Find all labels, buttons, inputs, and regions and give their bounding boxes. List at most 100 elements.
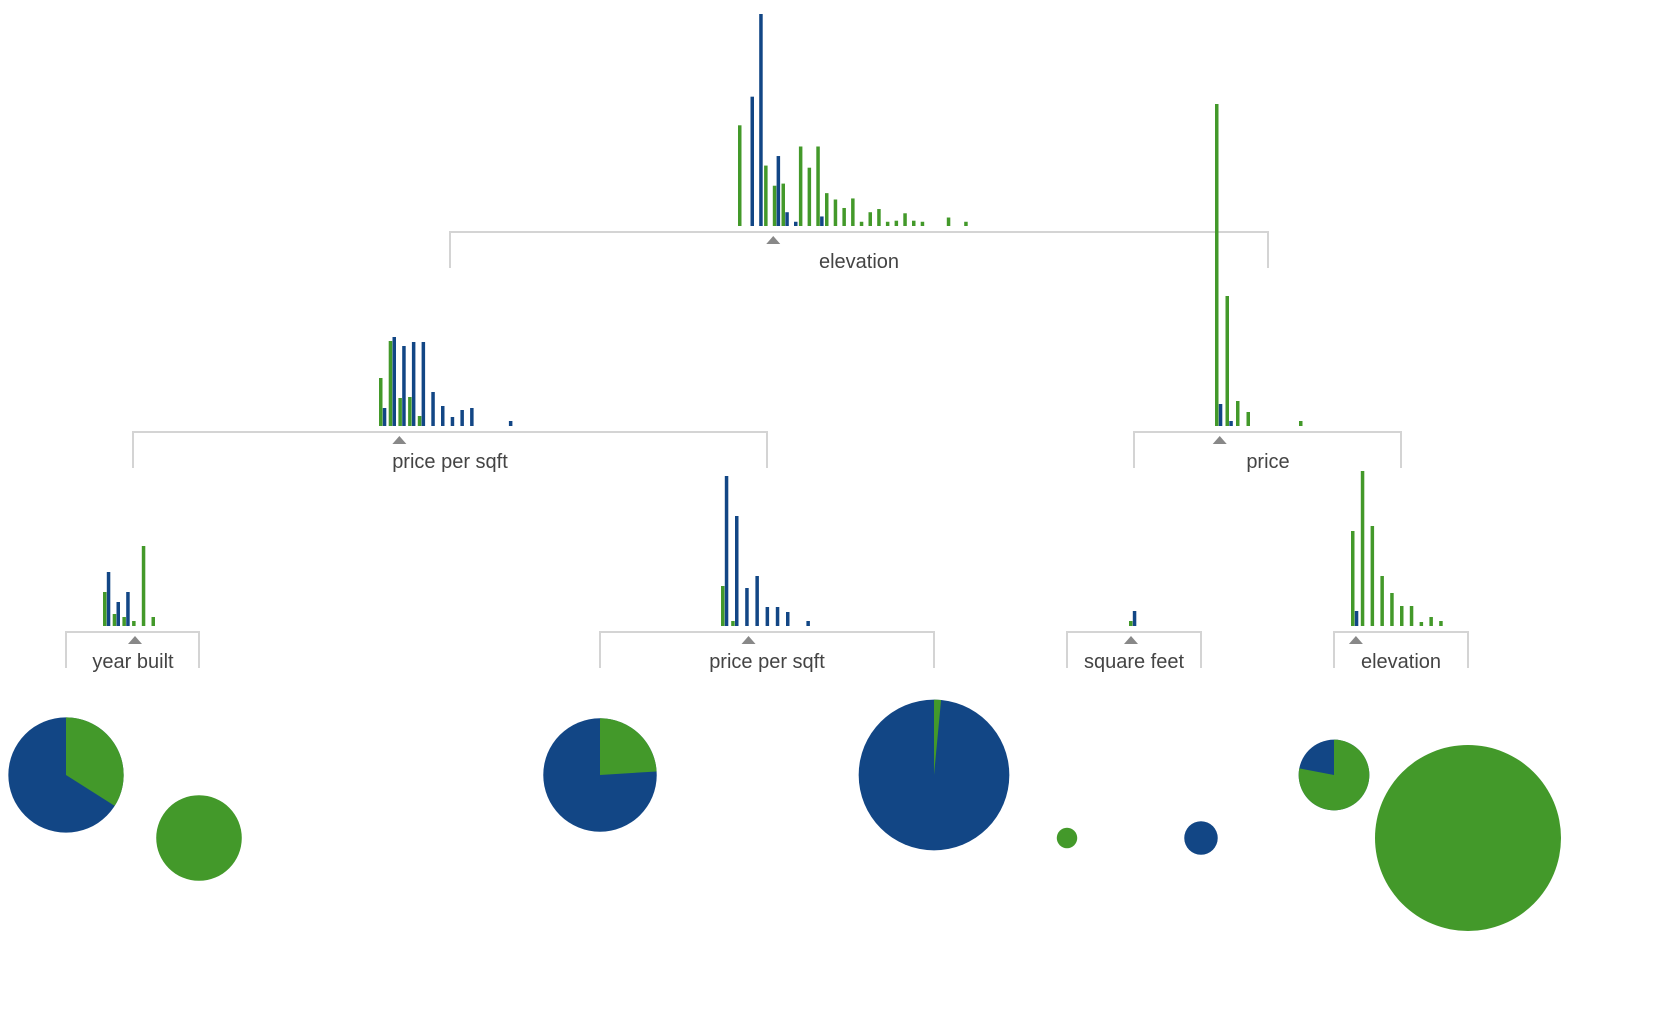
leaf-pie-7[interactable] — [1298, 739, 1370, 811]
hist-bar-root-16-a — [877, 209, 881, 226]
hist-bar-root-4-b — [776, 156, 781, 226]
hist-bar-lr-8-b — [806, 621, 810, 626]
split-marker-left-right — [741, 636, 756, 644]
hist-bar-left-3-a — [408, 397, 412, 426]
hist-bar-root-20-a — [912, 220, 916, 226]
hist-bar-rr-8-a — [1429, 617, 1433, 626]
hist-bar-left-2-b — [402, 346, 406, 426]
pie-slice-3-a — [600, 718, 657, 775]
histogram-left-right — [721, 476, 810, 626]
node-label-right-left: square feet — [1084, 651, 1185, 673]
hist-bar-rr-7-a — [1419, 622, 1424, 626]
hist-bar-root-9-a — [816, 146, 820, 226]
tree-node-left[interactable]: price per sqft — [132, 337, 768, 473]
tree-node-left-left[interactable]: year built — [65, 546, 200, 673]
leaf-pie-4[interactable] — [858, 699, 1010, 851]
histogram-root — [738, 14, 968, 227]
hist-bar-root-21-a — [920, 221, 925, 226]
tree-node-left-right[interactable]: price per sqft — [599, 476, 935, 673]
hist-bar-lr-3-b — [755, 576, 759, 626]
hist-bar-lr-1-a — [731, 621, 735, 626]
leaf-pie-2[interactable] — [156, 795, 242, 881]
leaf-pie-3[interactable] — [543, 718, 657, 832]
hist-bar-left-3-b — [411, 342, 416, 426]
hist-bar-left-4-a — [417, 416, 422, 426]
node-label-left: price per sqft — [392, 451, 508, 473]
hist-bar-left-7-b — [450, 417, 455, 426]
hist-bar-root-1-b — [750, 96, 754, 227]
hist-bar-rr-5-a — [1400, 606, 1404, 626]
hist-bar-lr-6-b — [786, 612, 790, 626]
histogram-left — [379, 337, 513, 426]
hist-bar-left-1-a — [388, 341, 393, 426]
hist-bar-right-1-b — [1229, 421, 1233, 426]
tree-node-root[interactable]: elevation — [449, 14, 1269, 273]
hist-bar-ll-0-a — [103, 592, 107, 626]
hist-bar-root-12-a — [842, 207, 846, 226]
hist-bar-root-2-b — [759, 14, 763, 226]
pie-slice-1-a — [66, 717, 124, 806]
hist-bar-ll-1-b — [116, 602, 120, 626]
hist-bar-right-0-b — [1218, 404, 1223, 426]
branch-bracket-right-right — [1333, 631, 1469, 668]
tree-node-right[interactable]: price — [1133, 104, 1402, 473]
hist-bar-rr-6-a — [1409, 606, 1414, 626]
pie-slice-5-a — [1056, 827, 1078, 849]
node-label-right-right: elevation — [1361, 651, 1441, 673]
tree-node-right-right[interactable]: elevation — [1333, 471, 1469, 673]
branch-bracket-left — [132, 431, 768, 468]
hist-bar-root-9-b — [820, 216, 824, 226]
pie-slice-6-b — [1184, 821, 1218, 855]
hist-bar-left-13-b — [508, 421, 513, 426]
hist-bar-left-1-b — [392, 337, 396, 426]
leaf-pie-5[interactable] — [1056, 827, 1078, 849]
pie-slice-2-a — [156, 795, 242, 881]
branch-bracket-right-left — [1066, 631, 1202, 668]
branch-bracket-left-right — [599, 631, 935, 668]
hist-bar-rl-0-a — [1129, 621, 1133, 626]
branch-bracket-right — [1133, 431, 1402, 468]
split-marker-left-left — [128, 636, 143, 644]
hist-bar-left-4-b — [421, 342, 426, 426]
split-marker-right — [1212, 436, 1227, 444]
hist-bar-lr-0-a — [721, 586, 725, 626]
leaf-pie-6[interactable] — [1184, 821, 1218, 855]
hist-bar-left-6-b — [441, 406, 445, 426]
hist-bar-root-10-a — [825, 193, 829, 226]
hist-bar-root-24-a — [946, 217, 951, 226]
histogram-right — [1215, 104, 1303, 426]
hist-bar-rr-4-a — [1390, 593, 1394, 626]
hist-bar-left-0-b — [382, 408, 387, 426]
hist-bar-root-0-a — [738, 125, 742, 226]
node-label-left-left: year built — [92, 651, 174, 673]
hist-bar-root-4-a — [772, 185, 777, 226]
hist-bar-root-13-a — [851, 198, 855, 226]
hist-bar-ll-1-a — [112, 614, 117, 626]
hist-bar-right-0-a — [1215, 104, 1219, 426]
split-marker-root — [766, 236, 781, 244]
hist-bar-root-11-a — [833, 199, 838, 226]
split-marker-left — [392, 436, 407, 444]
hist-bar-root-8-a — [807, 167, 812, 226]
hist-bar-ll-2-b — [126, 592, 130, 626]
node-label-right: price — [1246, 451, 1289, 473]
node-label-left-right: price per sqft — [709, 651, 825, 673]
leaf-pie-1[interactable] — [8, 717, 124, 833]
hist-bar-left-9-b — [470, 408, 474, 426]
hist-bar-rr-3-a — [1380, 576, 1384, 626]
hist-bar-left-5-b — [431, 392, 435, 426]
hist-bar-lr-1-b — [735, 516, 739, 626]
hist-bar-root-6-b — [794, 221, 798, 226]
hist-bar-ll-2-a — [122, 617, 126, 626]
hist-bar-right-8-a — [1299, 421, 1303, 426]
pie-slice-7-a — [1298, 739, 1370, 811]
hist-bar-right-2-a — [1236, 401, 1240, 426]
hist-bar-root-17-a — [885, 221, 890, 226]
pie-slice-4-a — [934, 699, 942, 775]
hist-bar-left-8-b — [460, 410, 464, 426]
hist-bar-root-15-a — [868, 212, 872, 226]
leaf-pie-8[interactable] — [1375, 745, 1561, 931]
pie-slice-8-a — [1375, 745, 1561, 931]
tree-node-right-left[interactable]: square feet — [1066, 611, 1202, 673]
hist-bar-left-2-a — [398, 398, 402, 426]
